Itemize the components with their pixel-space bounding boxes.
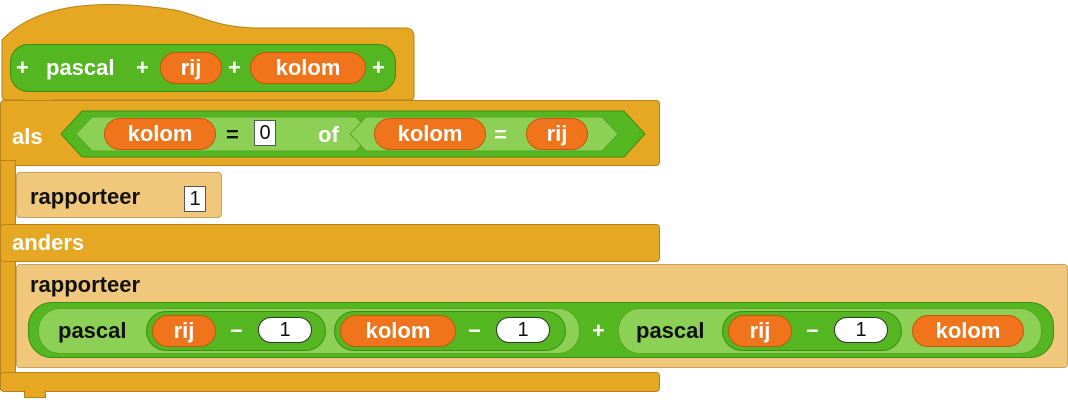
minus-value-3[interactable]: 1	[834, 317, 888, 343]
minus-value-1[interactable]: 1	[258, 317, 312, 343]
hat-plus-1[interactable]: +	[16, 55, 29, 80]
param-rij[interactable]: rij	[160, 52, 222, 84]
var-kolom-left-arg2[interactable]: kolom	[340, 315, 456, 347]
pascal-right-name: pascal	[636, 318, 705, 343]
hat-title: pascal	[46, 55, 115, 80]
pascal-left-name: pascal	[58, 318, 127, 343]
else-report-label: rapporteer	[30, 272, 141, 297]
minus-op-2: −	[468, 318, 481, 343]
eq1-operator: =	[226, 122, 239, 147]
var-rij-eq2[interactable]: rij	[526, 118, 588, 150]
or-connector: of	[318, 122, 339, 147]
if-else-arm	[0, 224, 660, 262]
if-left-spine	[0, 160, 16, 390]
if-bottom-notch	[24, 390, 46, 398]
var-kolom-eq1[interactable]: kolom	[104, 118, 216, 150]
else-label: anders	[12, 230, 85, 255]
hat-plus-2[interactable]: +	[136, 55, 149, 80]
then-report-label: rapporteer	[30, 184, 141, 209]
var-kolom-right-arg2[interactable]: kolom	[912, 315, 1024, 347]
var-rij-left-arg1[interactable]: rij	[152, 315, 216, 347]
then-report-value[interactable]: 1	[184, 186, 206, 212]
var-rij-right-arg1[interactable]: rij	[728, 315, 792, 347]
hat-plus-3[interactable]: +	[228, 55, 241, 80]
if-bottom-arm	[0, 372, 660, 392]
minus-op-3: −	[806, 318, 819, 343]
minus-value-2[interactable]: 1	[496, 317, 550, 343]
plus-op: +	[592, 318, 605, 343]
eq2-operator: =	[494, 122, 507, 147]
minus-op-1: −	[230, 318, 243, 343]
param-kolom[interactable]: kolom	[250, 52, 366, 84]
if-keyword: als	[12, 124, 43, 149]
eq1-value-input[interactable]: 0	[254, 120, 276, 146]
hat-plus-4[interactable]: +	[372, 55, 385, 80]
var-kolom-eq2[interactable]: kolom	[374, 118, 486, 150]
